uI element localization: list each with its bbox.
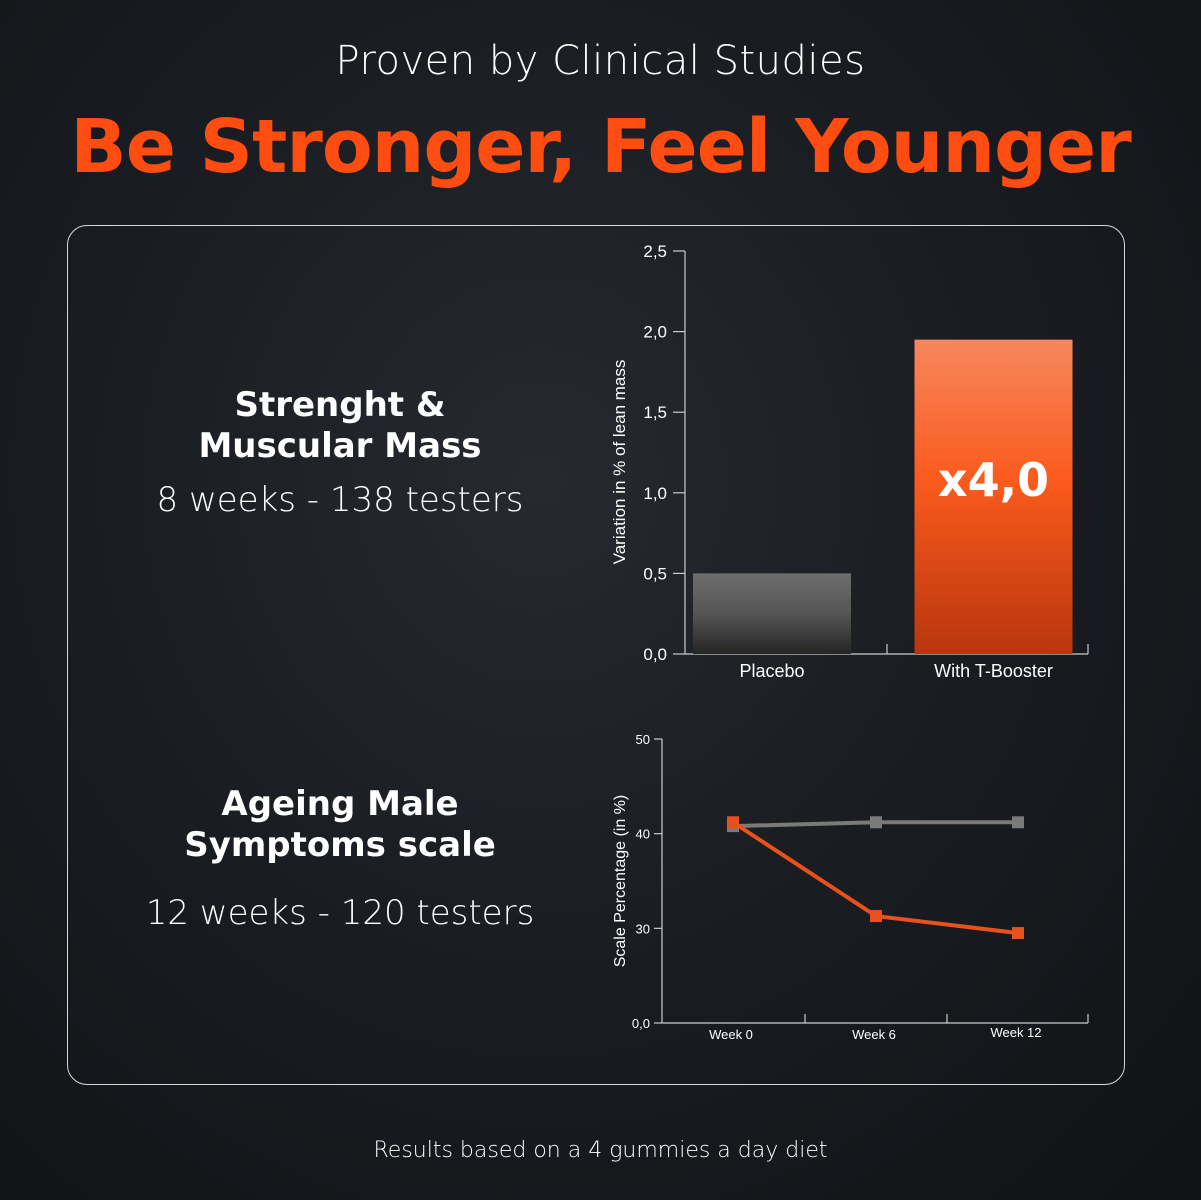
y-axis-label: Scale Percentage (in %): [612, 795, 629, 968]
data-point-placebo: [870, 816, 882, 829]
y-axis-label: Variation in % of lean mass: [610, 360, 629, 565]
data-point-with-t-booster: [870, 910, 882, 923]
x-tick-label: Week 0: [709, 1027, 753, 1042]
y-tick-label: 50: [636, 732, 650, 747]
section-2-heading-line2: Symptoms scale: [184, 825, 496, 865]
footer-note: Results based on a 4 gummies a day diet: [373, 1138, 828, 1163]
line-chart: 0,0 30 40 50 Week 0 Week 6 Week 12 Scale Percen…: [612, 732, 1089, 1042]
x-tick-label: Week 6: [852, 1027, 896, 1042]
y-tick-label: 1,5: [643, 403, 667, 422]
y-tick-label: 1,0: [643, 484, 667, 503]
data-point-with-t-booster: [1012, 927, 1024, 940]
y-tick-label: 0,0: [632, 1016, 650, 1031]
page-title: Be Stronger, Feel Younger: [70, 104, 1131, 190]
bar-chart: 0,0 0,5 1,0 1,5 2,0 2,5 Placebo With T-Booster x…: [610, 242, 1089, 681]
y-tick-label: 30: [636, 921, 650, 936]
x-tick-label: With T-Booster: [934, 661, 1053, 681]
y-tick-label: 40: [636, 827, 650, 842]
y-tick-label: 2,5: [643, 242, 667, 261]
data-point-with-t-booster: [727, 816, 739, 829]
subtitle: Proven by Clinical Studies: [335, 38, 866, 84]
bar-placebo: [693, 573, 851, 654]
x-tick-label: Placebo: [739, 661, 804, 681]
section-2-heading-line1: Ageing Male: [221, 784, 459, 824]
y-tick-label: 0,5: [643, 564, 667, 583]
section-2-detail: 12 weeks - 120 testers: [145, 893, 535, 933]
x-tick-label: Week 12: [990, 1025, 1041, 1040]
results-card: [67, 225, 1125, 1085]
bar-annotation: x4,0: [938, 453, 1049, 507]
bar-with-t-booster: [914, 339, 1073, 654]
section-1-heading-line1: Strenght &: [234, 385, 446, 425]
section-1-heading-line2: Muscular Mass: [198, 426, 482, 466]
y-tick-label: 0,0: [643, 645, 667, 664]
section-1-detail: 8 weeks - 138 testers: [156, 480, 524, 520]
data-point-placebo: [1012, 816, 1024, 829]
y-tick-label: 2,0: [643, 323, 667, 342]
